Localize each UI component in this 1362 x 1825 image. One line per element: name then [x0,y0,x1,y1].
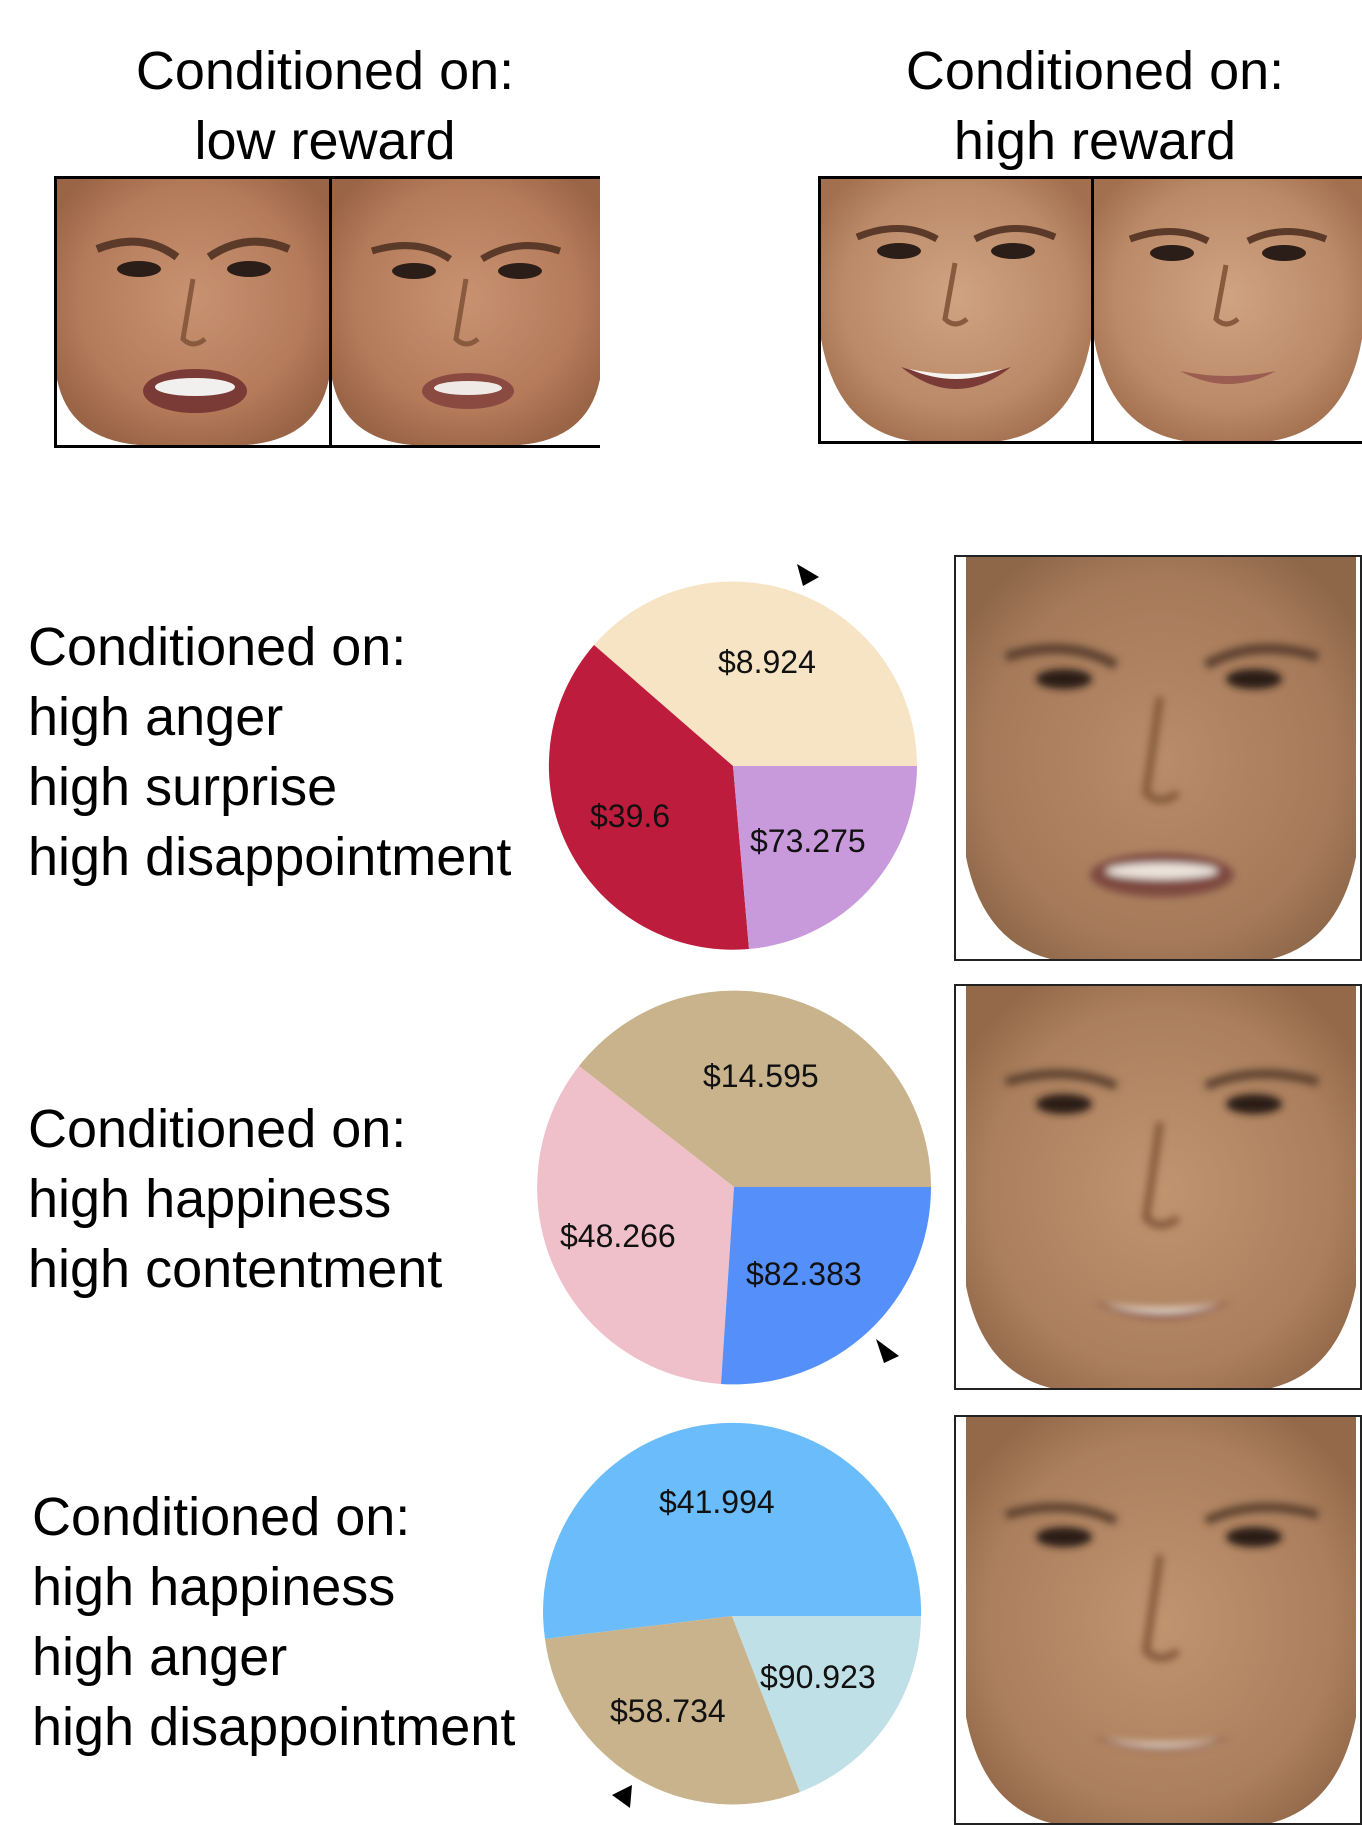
condition-line: high disappointment [28,827,512,887]
pointer-arrow-icon [612,1785,632,1808]
condition-line: Conditioned on: [28,617,407,677]
low-reward-heading: Conditioned on: low reward [80,36,570,176]
low-reward-faces [54,176,600,448]
condition-line: high anger [32,1627,288,1687]
high-reward-heading: Conditioned on: high reward [840,36,1350,176]
condition-line: high happiness [28,1169,392,1229]
face-image [954,1415,1362,1825]
pointer-arrow-icon [876,1339,899,1363]
pie-label: $48.266 [560,1218,676,1254]
heading-line: Conditioned on: [905,41,1285,101]
condition-line: high contentment [28,1239,443,1299]
pie-slice [721,1187,932,1385]
pie-slice [545,1616,800,1805]
heading-line: Conditioned on: [135,41,515,101]
pie-slice [733,766,917,949]
pie-label: $8.924 [718,644,816,680]
face-image [954,555,1362,961]
condition-line: high happiness [32,1557,396,1617]
pie-slice [537,1066,734,1384]
face-image [57,179,329,445]
pie-row-3: $41.994 $58.734 $90.923 [543,1422,922,1808]
pie-label: $41.994 [659,1484,775,1520]
pie-slice [732,1616,921,1792]
pie-slice [594,581,918,766]
pie-slice [543,1422,922,1639]
face-image [821,179,1091,441]
condition-line: Conditioned on: [28,1099,407,1159]
pie-label: $39.6 [590,798,670,834]
pie-label: $90.923 [760,1659,876,1695]
pie-label: $14.595 [703,1058,819,1094]
condition-line: high anger [28,687,284,747]
condition-list: Conditioned on: high happiness high ange… [32,1482,515,1762]
pointer-arrow-icon [797,564,819,586]
pie-label: $82.383 [746,1256,862,1292]
heading-line: low reward [194,111,456,171]
pie-slice [579,990,931,1187]
condition-line: Conditioned on: [32,1487,411,1547]
pie-row-1: $8.924 $39.6 $73.275 [548,564,918,950]
pie-row-2: $14.595 $48.266 $82.383 [537,990,932,1385]
face-image [954,984,1362,1390]
condition-line: high surprise [28,757,338,817]
condition-list: Conditioned on: high happiness high cont… [28,1094,442,1304]
face-image [329,179,600,445]
pie-label: $73.275 [750,823,866,859]
pie-label: $58.734 [610,1693,726,1729]
face-image [1091,179,1362,441]
high-reward-faces [818,176,1362,444]
pie-slice [548,645,749,950]
condition-line: high disappointment [32,1697,516,1757]
condition-list: Conditioned on: high anger high surprise… [28,612,511,892]
heading-line: high reward [953,111,1237,171]
